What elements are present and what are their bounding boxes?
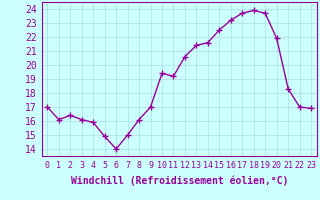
X-axis label: Windchill (Refroidissement éolien,°C): Windchill (Refroidissement éolien,°C): [70, 175, 288, 186]
